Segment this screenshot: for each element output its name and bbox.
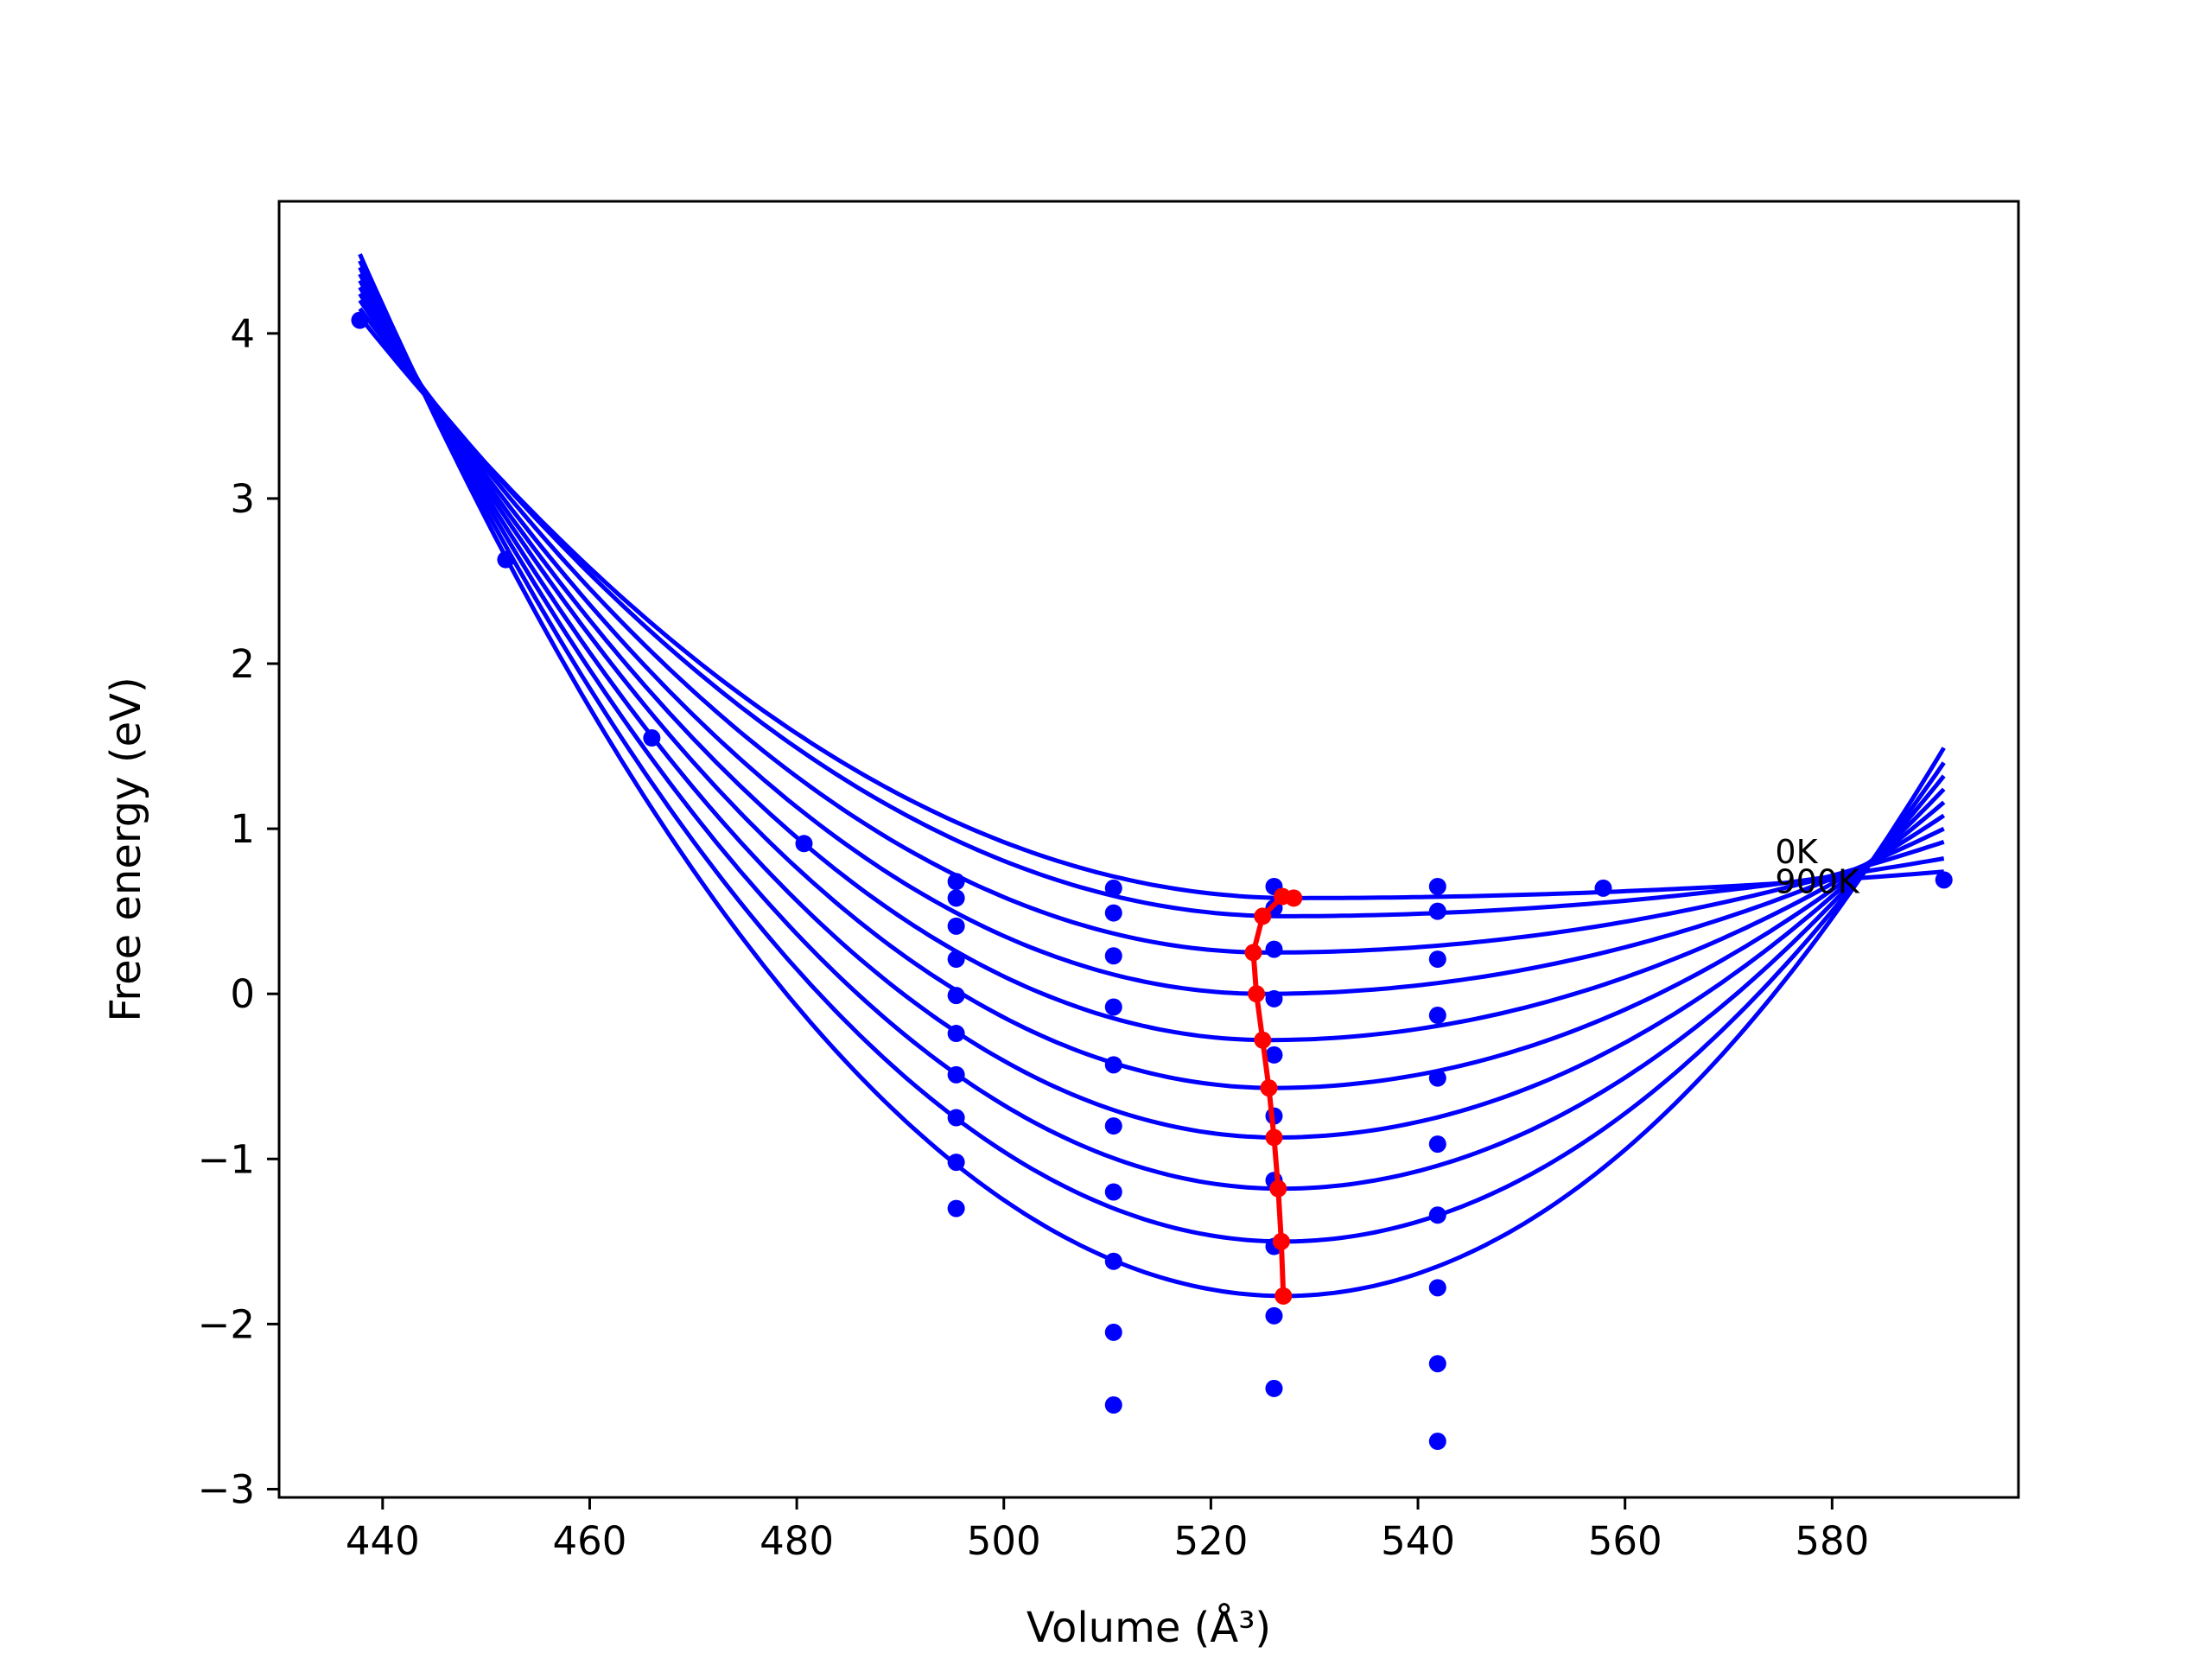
data-point xyxy=(351,311,369,329)
fit-curves xyxy=(358,253,1946,1299)
data-point xyxy=(1428,1069,1446,1087)
x-tick-label: 460 xyxy=(553,1518,627,1564)
data-point xyxy=(947,873,965,891)
axes-frame xyxy=(277,200,2020,1499)
y-tick-label: −1 xyxy=(198,1136,255,1182)
data-point xyxy=(947,950,965,969)
data-point xyxy=(1265,1379,1283,1397)
data-point xyxy=(947,889,965,907)
data-point xyxy=(1428,1206,1446,1224)
x-tick-label: 540 xyxy=(1381,1518,1455,1564)
fit-curve-0 xyxy=(358,315,1944,900)
data-point xyxy=(947,1025,965,1043)
curve-label-0k: 0K xyxy=(1775,833,1818,871)
data-point xyxy=(1265,1306,1283,1325)
y-tick-label: 1 xyxy=(230,806,255,852)
fit-curve-7 xyxy=(358,266,1946,1192)
y-tick-label: 2 xyxy=(230,641,255,687)
data-point xyxy=(1104,1117,1122,1135)
data-point xyxy=(1104,1323,1122,1341)
minimum-point xyxy=(1244,944,1262,962)
data-point xyxy=(947,1199,965,1217)
data-point xyxy=(947,1154,965,1172)
fit-curve-3 xyxy=(358,292,1945,996)
minimum-point xyxy=(1269,1179,1287,1198)
data-point xyxy=(643,729,661,747)
fit-curve-2 xyxy=(358,299,1945,955)
data-point xyxy=(1104,998,1122,1016)
data-point xyxy=(497,550,515,569)
fit-curve-5 xyxy=(358,279,1946,1090)
data-point xyxy=(947,987,965,1005)
data-point xyxy=(1428,1433,1446,1451)
minimum-point xyxy=(1254,1031,1272,1049)
y-tick-label: 3 xyxy=(230,476,255,522)
data-point xyxy=(1428,1279,1446,1297)
data-point xyxy=(1428,1355,1446,1373)
minimum-point xyxy=(1265,1128,1283,1147)
data-point xyxy=(1428,902,1446,920)
y-tick-label: 4 xyxy=(230,311,255,357)
x-tick-label: 560 xyxy=(1588,1518,1662,1564)
data-point xyxy=(1594,879,1612,897)
minimum-point xyxy=(1274,887,1292,906)
data-point xyxy=(947,1109,965,1127)
curve-label-900k: 900K xyxy=(1775,863,1860,901)
fit-curve-6 xyxy=(358,272,1946,1140)
data-point xyxy=(1428,877,1446,895)
data-point xyxy=(1265,940,1283,958)
data-point xyxy=(1104,879,1122,897)
data-point xyxy=(1428,1135,1446,1154)
minimum-line xyxy=(1244,887,1303,1305)
minimum-point xyxy=(1260,1079,1278,1097)
data-point xyxy=(1104,1056,1122,1074)
y-tick-label: −3 xyxy=(198,1466,255,1512)
minimum-point xyxy=(1254,907,1272,925)
data-point xyxy=(1104,1183,1122,1201)
x-tick-label: 500 xyxy=(967,1518,1041,1564)
data-point xyxy=(1428,950,1446,969)
x-tick-label: 580 xyxy=(1795,1518,1869,1564)
x-axis-label: Volume (Å³) xyxy=(1027,1603,1271,1652)
data-point xyxy=(795,835,813,853)
data-point xyxy=(1104,904,1122,922)
data-point xyxy=(1104,947,1122,965)
y-tick-label: −2 xyxy=(198,1301,255,1347)
minimum-point xyxy=(1274,1287,1293,1305)
x-tick-label: 440 xyxy=(346,1518,420,1564)
data-points xyxy=(351,311,1953,1451)
data-point xyxy=(1428,1007,1446,1025)
x-axis-ticks: 440 460 480 500 520 540 560 580 xyxy=(346,1497,1869,1564)
fit-curve-4 xyxy=(358,286,1946,1043)
minimum-point xyxy=(1272,1232,1290,1250)
fit-curve-8 xyxy=(358,259,1946,1244)
data-point xyxy=(1265,1046,1283,1064)
x-tick-label: 520 xyxy=(1173,1518,1248,1564)
data-point xyxy=(947,1065,965,1084)
y-axis-ticks: −3 −2 −1 0 1 2 3 4 xyxy=(198,311,279,1512)
fit-curve-1 xyxy=(358,307,1945,918)
y-tick-label: 0 xyxy=(230,971,255,1017)
data-point xyxy=(947,917,965,935)
fit-curve-9 xyxy=(358,253,1946,1299)
data-point xyxy=(1104,1395,1122,1414)
data-point xyxy=(1265,989,1283,1007)
data-point xyxy=(1104,1252,1122,1270)
data-point xyxy=(1935,871,1953,889)
minimum-point xyxy=(1248,985,1266,1003)
y-axis-label: Free energy (eV) xyxy=(102,677,150,1021)
x-tick-label: 480 xyxy=(760,1518,834,1564)
